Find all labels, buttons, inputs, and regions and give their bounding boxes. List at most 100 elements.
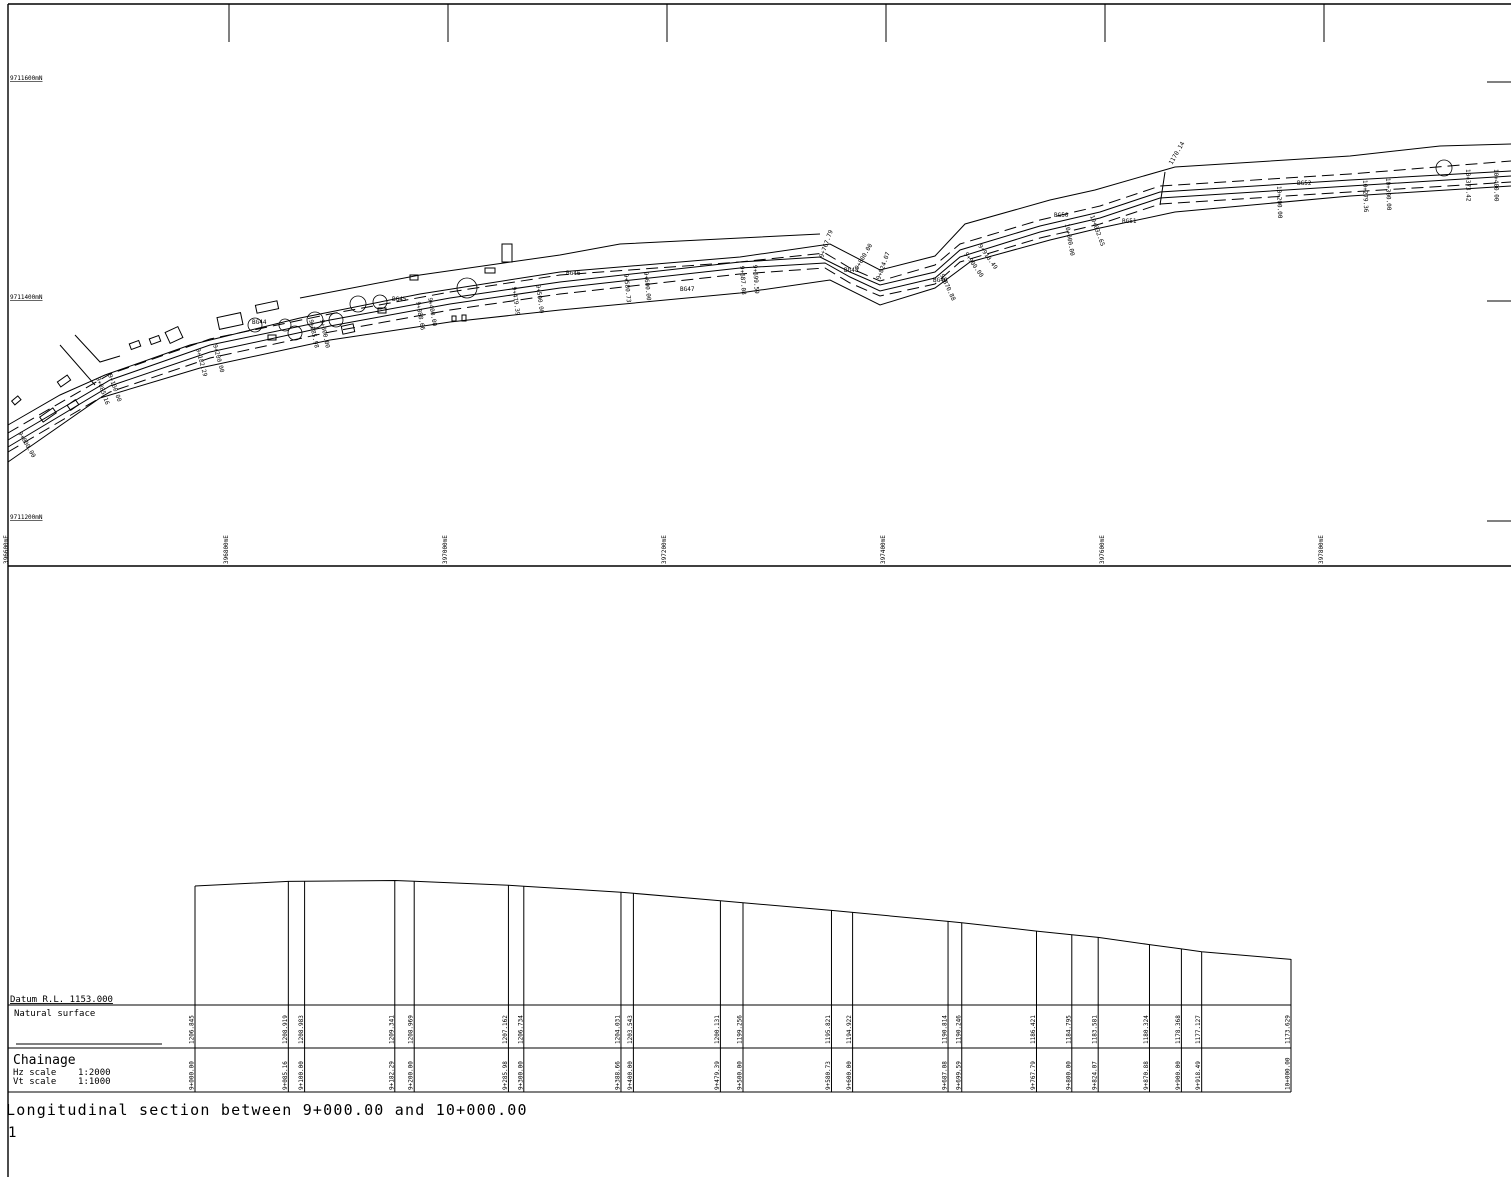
road-dashed-edge — [7, 160, 1511, 434]
building — [377, 307, 387, 314]
station-chainage-label: 9+479.39 — [714, 1061, 721, 1090]
station-chainage-label: 9+285.98 — [502, 1061, 509, 1090]
station-chainage-label: 9+824.07 — [1092, 1061, 1099, 1090]
station-chainage-label: 9+600.00 — [846, 1061, 853, 1090]
station-chainage-label: 9+767.79 — [1030, 1061, 1037, 1090]
station-rl-label: 1190.814 — [942, 1015, 949, 1044]
benchmark-label: BG45 — [392, 296, 407, 303]
plan-chainage: 9+699.59 — [751, 265, 760, 295]
plan-chainage: 10+300.00 — [1384, 178, 1392, 211]
plan-chainage: 9+600.00 — [642, 271, 652, 301]
plan-chainage: 9+687.08 — [738, 266, 747, 296]
easting-label: 397600mE — [1099, 535, 1106, 564]
building — [164, 325, 184, 345]
station-chainage-label: 9+699.59 — [955, 1061, 962, 1090]
station-chainage-label: 9+100.00 — [298, 1061, 305, 1090]
station-lines — [194, 880, 1292, 1092]
building — [409, 274, 419, 281]
tree-symbol — [372, 294, 388, 310]
easting-label: 397000mE — [442, 535, 449, 564]
road-edge-lower — [7, 185, 1511, 463]
benchmark-label: BG49 — [933, 277, 948, 284]
station-chainage-label: 9+918.49 — [1195, 1061, 1202, 1090]
station-rl-label: 1208.983 — [298, 1015, 305, 1044]
building — [340, 323, 356, 335]
station-chainage-label: 9+500.00 — [737, 1061, 744, 1090]
road-dashed-edge — [7, 181, 1511, 453]
station-rl-label: 1208.969 — [408, 1015, 415, 1044]
plan-chainage: 10+200.00 — [1275, 186, 1283, 219]
annotation-label: 1170.14 — [1168, 140, 1187, 166]
section-title: Longitudinal section between 9+000.00 an… — [6, 1101, 528, 1119]
station-rl-label: 1207.162 — [502, 1015, 509, 1044]
station-chainage-label: 9+085.16 — [282, 1061, 289, 1090]
building — [461, 314, 467, 322]
access-road — [59, 344, 96, 386]
tree-symbol — [328, 312, 344, 328]
benchmark-label: BG44 — [252, 319, 267, 326]
side-road — [299, 233, 821, 299]
station-rl-label: 1184.795 — [1065, 1015, 1072, 1044]
station-chainage-label: 10+000.00 — [1285, 1057, 1292, 1090]
station-rl-label: 1204.031 — [614, 1015, 621, 1044]
station-rl-label: 1195.821 — [825, 1015, 832, 1044]
natural-surface-line — [194, 879, 1292, 960]
easting-label: 397200mE — [661, 535, 668, 564]
northing-label: 9711200mN — [10, 514, 43, 521]
northing-labels: 9711600mN 9711400mN 9711200mN — [10, 75, 43, 521]
plan-chainage: 9+388.66 — [414, 301, 426, 331]
plan-chainage: 9+580.73 — [622, 273, 632, 303]
station-texts: 1206.845 9+000.00 1208.919 9+085.16 1208.983… — [189, 1015, 1292, 1090]
station-rl-label: 1190.246 — [955, 1015, 962, 1044]
building — [10, 395, 22, 406]
station-chainage-label: 9+300.00 — [517, 1061, 524, 1090]
station-rl-label: 1178.368 — [1175, 1015, 1182, 1044]
road-centreline-right — [7, 175, 1511, 448]
building — [66, 398, 80, 412]
building — [216, 312, 244, 330]
top-grid-ticks — [228, 4, 1511, 522]
building — [56, 374, 72, 388]
plan-chainage: 10+279.36 — [1361, 180, 1369, 213]
plan-chainage: 10+032.65 — [1088, 214, 1106, 247]
tree-symbol — [247, 317, 263, 333]
station-rl-label: 1200.131 — [714, 1015, 721, 1044]
easting-label: 397800mE — [1318, 535, 1325, 564]
building — [451, 315, 457, 322]
profile-table-frame — [8, 959, 1292, 1093]
northing-label: 9711400mN — [10, 294, 43, 301]
benchmark-label: BG47 — [680, 286, 695, 293]
northing-label: 9711600mN — [10, 75, 43, 82]
station-chainage-label: 9+870.88 — [1143, 1061, 1150, 1090]
plan-chainage: 9+200.00 — [211, 344, 225, 374]
access-road — [1159, 171, 1166, 206]
station-chainage-label: 9+687.08 — [942, 1061, 949, 1090]
station-rl-label: 1173.629 — [1285, 1015, 1292, 1044]
plan-chainage: 9+479.39 — [510, 286, 521, 316]
station-rl-label: 1194.922 — [846, 1015, 853, 1044]
station-rl-label: 1180.324 — [1143, 1015, 1150, 1044]
buildings — [10, 243, 513, 423]
plan-chainage: 9+870.88 — [938, 273, 957, 303]
benchmark-label: BG51 — [1122, 218, 1137, 225]
benchmark-label: BG48 — [844, 267, 859, 274]
road-edge-upper — [7, 143, 1511, 426]
station-chainage-label: 9+800.00 — [1065, 1061, 1072, 1090]
station-chainage-label: 9+000.00 — [189, 1061, 196, 1090]
station-rl-label: 1206.734 — [517, 1015, 524, 1044]
natural-surface-label: Natural surface — [14, 1009, 95, 1019]
plan-chainage: 9+000.00 — [16, 431, 37, 460]
benchmark-label: BG50 — [1054, 212, 1069, 219]
station-chainage-label: 9+400.00 — [627, 1061, 634, 1090]
building — [267, 334, 277, 341]
benchmark-label: BG52 — [1297, 180, 1312, 187]
benchmarks: BG44 BG45 BG46 BG47 BG48 BG49 BG50 BG51 … — [252, 140, 1312, 326]
building — [501, 243, 513, 263]
road-alignment — [7, 143, 1511, 463]
tree-symbol — [1435, 159, 1453, 177]
easting-label: 396600mE — [3, 535, 10, 564]
station-rl-label: 1203.543 — [627, 1015, 634, 1044]
plan-chainage: 9+824.07 — [875, 251, 892, 281]
station-chainage-label: 9+388.66 — [614, 1061, 621, 1090]
profile-view: Datum R.L. 1153.000 Natural surface Chai… — [6, 879, 1292, 1141]
